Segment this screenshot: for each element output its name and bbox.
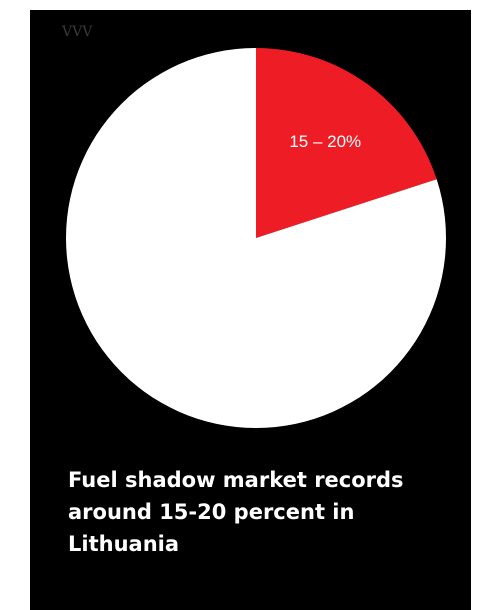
infographic-card: VVV 15 – 20% Fuel shadow market records … <box>30 10 471 610</box>
headline: Fuel shadow market records around 15-20 … <box>68 468 404 556</box>
pie-chart: 15 – 20% <box>66 48 446 429</box>
pie-slice-label-0: 15 – 20% <box>289 132 361 151</box>
pie-slice-0 <box>256 48 437 238</box>
pie-slices <box>66 48 446 429</box>
pie-slice-1 <box>66 48 446 429</box>
watermark-text: VVV <box>62 24 93 40</box>
pie-labels: 15 – 20% <box>289 132 361 151</box>
